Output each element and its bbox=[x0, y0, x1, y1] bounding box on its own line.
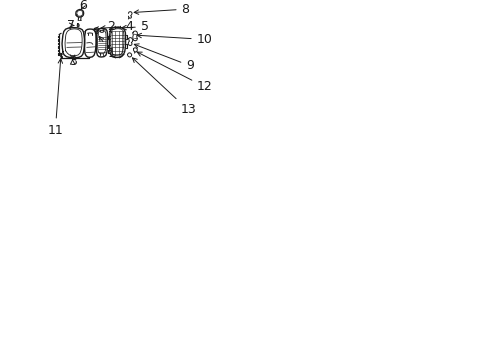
Text: 3: 3 bbox=[69, 55, 76, 68]
Text: 7: 7 bbox=[67, 19, 75, 32]
Text: 11: 11 bbox=[48, 59, 63, 136]
Text: 12: 12 bbox=[137, 52, 213, 94]
Text: 1: 1 bbox=[99, 36, 115, 60]
Text: 5: 5 bbox=[122, 20, 149, 33]
Text: 9: 9 bbox=[134, 44, 194, 72]
Text: 4: 4 bbox=[101, 20, 133, 33]
Text: 6: 6 bbox=[79, 0, 87, 13]
Text: 8: 8 bbox=[134, 3, 190, 15]
Text: 10: 10 bbox=[137, 33, 213, 46]
Text: 2: 2 bbox=[95, 20, 115, 33]
Text: 13: 13 bbox=[132, 58, 196, 116]
